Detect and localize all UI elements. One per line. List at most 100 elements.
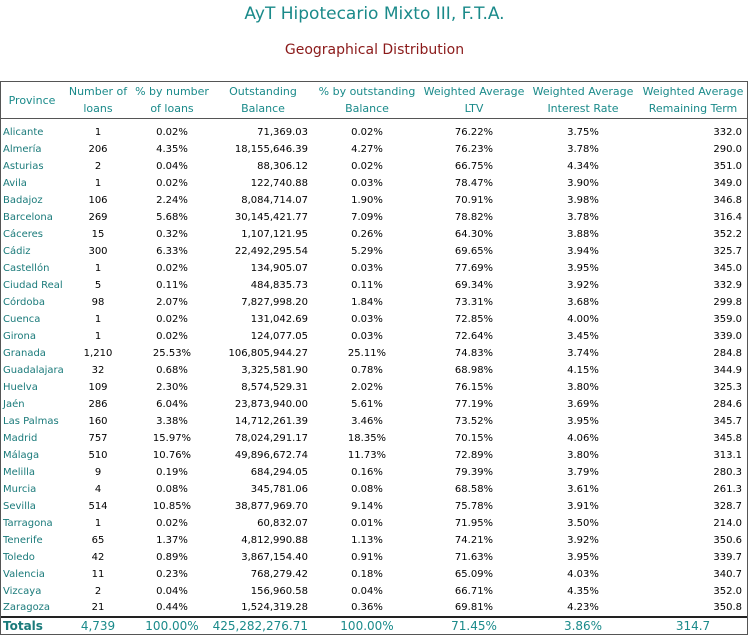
- cell-number-of-loans: 109: [88, 381, 108, 393]
- cell-wa-remaining-term: 299.8: [713, 296, 742, 308]
- header-outstanding-balance[interactable]: Outstanding Balance: [229, 85, 297, 115]
- cell-number-of-loans: 1: [94, 517, 102, 529]
- cell-wa-ltv: 79.39%: [454, 466, 494, 478]
- cell-number-of-loans: 4: [94, 483, 102, 495]
- cell-province: Alicante: [3, 126, 44, 138]
- cell-wa-ltv: 65.09%: [454, 568, 494, 580]
- table-row: Sevilla 514 10.85% 38,877,969.70 9.14% 75.78%…: [0, 498, 748, 515]
- cell-wa-ltv: 72.89%: [454, 449, 494, 461]
- cell-wa-interest-rate: 4.34%: [567, 160, 599, 172]
- cell-wa-ltv: 73.31%: [454, 296, 494, 308]
- cell-pct-by-balance: 0.91%: [351, 551, 383, 563]
- cell-wa-ltv: 69.65%: [454, 245, 494, 257]
- cell-pct-by-balance: 0.04%: [351, 585, 383, 597]
- cell-province: Tenerife: [3, 534, 43, 546]
- cell-wa-ltv: 69.81%: [454, 602, 494, 613]
- cell-province: Málaga: [3, 449, 40, 461]
- cell-pct-by-number: 5.68%: [156, 211, 188, 223]
- cell-number-of-loans: 514: [88, 500, 108, 512]
- cell-outstanding-balance: 7,827,998.20: [241, 296, 308, 308]
- table-row: Vizcaya 2 0.04% 156,960.58 0.04% 66.71% 4.35% 3…: [0, 583, 748, 600]
- table-row: Tarragona 1 0.02% 60,832.07 0.01% 71.95% 3.50%…: [0, 515, 748, 532]
- cell-wa-remaining-term: 351.0: [713, 160, 742, 172]
- cell-province: Sevilla: [3, 500, 36, 512]
- cell-pct-by-balance: 18.35%: [347, 432, 387, 444]
- cell-pct-by-number: 0.02%: [156, 313, 188, 325]
- table-row: Barcelona 269 5.68% 30,145,421.77 7.09% 78.82…: [0, 209, 748, 226]
- cell-pct-by-balance: 0.16%: [351, 466, 383, 478]
- header-wa-ltv[interactable]: Weighted Average LTV: [423, 85, 525, 115]
- cell-wa-ltv: 70.91%: [454, 194, 494, 206]
- cell-pct-by-number: 2.07%: [156, 296, 188, 308]
- cell-province: Avila: [3, 177, 27, 189]
- cell-province: Asturias: [3, 160, 44, 172]
- cell-province: Huelva: [3, 381, 38, 393]
- totals-outstanding-balance: 425,282,276.71: [212, 615, 314, 635]
- cell-wa-ltv: 71.95%: [454, 517, 494, 529]
- cell-number-of-loans: 1: [94, 313, 102, 325]
- cell-pct-by-balance: 1.90%: [351, 194, 383, 206]
- cell-province: Valencia: [3, 568, 45, 580]
- header-pct-by-balance[interactable]: % by outstanding Balance: [318, 85, 416, 115]
- table-header-row: Province Number of loans % by number of lo…: [0, 81, 748, 119]
- table-row: Córdoba 98 2.07% 7,827,998.20 1.84% 73.31% 3.6…: [0, 294, 748, 311]
- cell-pct-by-number: 10.76%: [152, 449, 192, 461]
- cell-wa-interest-rate: 4.23%: [567, 602, 599, 613]
- cell-number-of-loans: 206: [88, 143, 108, 155]
- table-row: Alicante 1 0.02% 71,369.03 0.02% 76.22% 3.75% 3…: [0, 124, 748, 141]
- cell-wa-ltv: 76.23%: [454, 143, 494, 155]
- cell-wa-interest-rate: 3.61%: [567, 483, 599, 495]
- header-wa-remaining-term[interactable]: Weighted Average Remaining Term: [642, 85, 744, 115]
- header-province[interactable]: Province: [8, 93, 56, 107]
- cell-outstanding-balance: 122,740.88: [250, 177, 308, 189]
- cell-number-of-loans: 1: [94, 177, 102, 189]
- cell-pct-by-balance: 0.26%: [351, 228, 383, 240]
- cell-pct-by-balance: 0.02%: [351, 126, 383, 138]
- cell-wa-interest-rate: 3.91%: [567, 500, 599, 512]
- cell-outstanding-balance: 8,084,714.07: [241, 194, 308, 206]
- table-row: Cádiz 300 6.33% 22,492,295.54 5.29% 69.65% 3.9…: [0, 243, 748, 260]
- totals-wa-remaining-term: 314.7: [638, 615, 748, 635]
- cell-wa-ltv: 64.30%: [454, 228, 494, 240]
- cell-pct-by-balance: 5.61%: [351, 398, 383, 410]
- totals-number-of-loans: 4,739: [64, 615, 132, 635]
- cell-outstanding-balance: 134,905.07: [250, 262, 308, 274]
- cell-wa-ltv: 69.34%: [454, 279, 494, 291]
- table-row: Guadalajara 32 0.68% 3,325,581.90 0.78% 68.98…: [0, 362, 748, 379]
- cell-wa-ltv: 68.98%: [454, 364, 494, 376]
- cell-province: Cuenca: [3, 313, 41, 325]
- cell-wa-ltv: 73.52%: [454, 415, 494, 427]
- cell-wa-ltv: 72.64%: [454, 330, 494, 342]
- cell-province: Ciudad Real: [3, 279, 63, 291]
- header-wa-interest-rate[interactable]: Weighted Average Interest Rate: [532, 85, 634, 115]
- cell-wa-remaining-term: 344.9: [713, 364, 742, 376]
- cell-outstanding-balance: 1,107,121.95: [241, 228, 308, 240]
- cell-number-of-loans: 11: [91, 568, 105, 580]
- totals-wa-ltv: 71.45%: [420, 615, 528, 635]
- cell-wa-interest-rate: 3.78%: [567, 143, 599, 155]
- table-row: Badajoz 106 2.24% 8,084,714.07 1.90% 70.91% 3.…: [0, 192, 748, 209]
- cell-pct-by-balance: 5.29%: [351, 245, 383, 257]
- cell-province: Castellón: [3, 262, 50, 274]
- cell-pct-by-number: 0.02%: [156, 330, 188, 342]
- cell-wa-interest-rate: 3.50%: [567, 517, 599, 529]
- cell-pct-by-number: 15.97%: [152, 432, 192, 444]
- cell-province: Barcelona: [3, 211, 53, 223]
- cell-outstanding-balance: 49,896,672.74: [234, 449, 308, 461]
- cell-province: Girona: [3, 330, 37, 342]
- cell-wa-interest-rate: 4.15%: [567, 364, 599, 376]
- cell-wa-interest-rate: 3.45%: [567, 330, 599, 342]
- cell-wa-remaining-term: 359.0: [713, 313, 742, 325]
- cell-outstanding-balance: 30,145,421.77: [234, 211, 308, 223]
- cell-province: Jaén: [3, 398, 25, 410]
- table-row: Almería 206 4.35% 18,155,646.39 4.27% 76.23% 3…: [0, 141, 748, 158]
- cell-number-of-loans: 269: [88, 211, 108, 223]
- table-row: Málaga 510 10.76% 49,896,672.74 11.73% 72.89%…: [0, 447, 748, 464]
- cell-outstanding-balance: 1,524,319.28: [241, 602, 308, 613]
- report-title: AyT Hipotecario Mixto III, F.T.A.: [244, 4, 505, 24]
- table-row: Toledo 42 0.89% 3,867,154.40 0.91% 71.63% 3.95…: [0, 549, 748, 566]
- cell-wa-remaining-term: 290.0: [713, 143, 742, 155]
- header-pct-by-number[interactable]: % by number of loans: [135, 85, 209, 115]
- cell-wa-ltv: 70.15%: [454, 432, 494, 444]
- header-number-of-loans[interactable]: Number of loans: [68, 85, 128, 115]
